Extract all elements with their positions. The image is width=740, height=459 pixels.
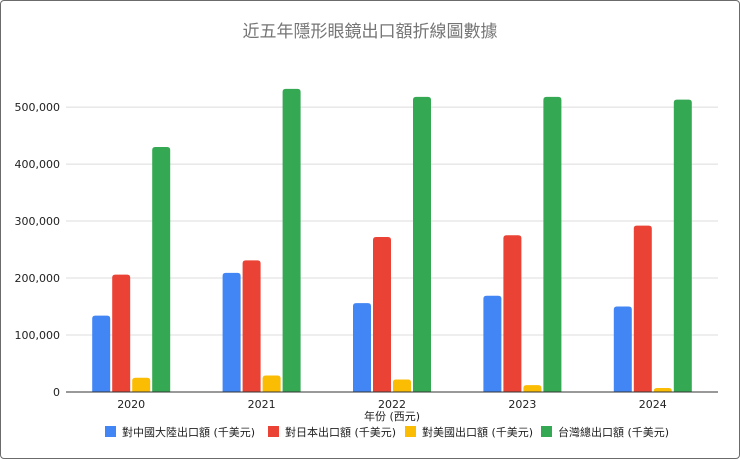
legend-label: 對美國出口額 (千美元) <box>422 425 533 439</box>
x-tick-label: 2022 <box>378 398 406 411</box>
bar-2023-series-4 <box>543 96 562 392</box>
y-tick-label: 300,000 <box>15 215 61 228</box>
legend-swatch <box>541 426 552 437</box>
bar-2021-series-2 <box>242 260 261 392</box>
bar-2021-series-1 <box>222 272 241 392</box>
x-tick-label: 2021 <box>248 398 276 411</box>
x-tick-label: 2020 <box>117 398 145 411</box>
bar-2022-series-2 <box>373 237 391 392</box>
bar-2022-series-1 <box>353 303 371 392</box>
y-axis-ticks: 0 100,000 200,000 300,000 400,000 500,000 <box>15 101 61 399</box>
y-tick-label: 400,000 <box>15 158 61 171</box>
bar-2023-series-2 <box>503 235 522 392</box>
bar-2023-series-1 <box>483 295 502 392</box>
bar-2022-series-4 <box>413 96 431 392</box>
bar-2024-series-1 <box>613 306 632 392</box>
legend-swatch <box>405 426 416 437</box>
x-axis-label: 年份 (西元) <box>364 409 420 423</box>
chart-title: 近五年隱形眼鏡出口額折線圖數據 <box>243 22 498 42</box>
legend-label: 台灣總出口額 (千美元) <box>558 425 669 439</box>
legend-swatch <box>105 426 116 437</box>
bar-2020-series-2 <box>112 274 131 392</box>
bar-2024-series-2 <box>633 225 652 392</box>
legend-label: 對中國大陸出口額 (千美元) <box>122 425 255 439</box>
bar-2020-series-1 <box>92 315 111 392</box>
grid-lines <box>66 106 718 336</box>
x-axis-ticks: 2020 2021 2022 2023 2024 <box>117 398 667 411</box>
x-tick-label: 2024 <box>639 398 667 411</box>
legend-swatch <box>268 426 279 437</box>
legend-label: 對日本出口額 (千美元) <box>285 425 396 439</box>
y-tick-label: 200,000 <box>15 272 61 285</box>
y-tick-label: 100,000 <box>15 329 61 342</box>
bar-2023-series-3 <box>523 385 542 392</box>
y-tick-label: 500,000 <box>15 101 61 114</box>
bar-2024-series-4 <box>673 99 692 392</box>
bars <box>92 88 692 392</box>
y-tick-label: 0 <box>53 386 60 399</box>
bar-2021-series-3 <box>262 375 281 392</box>
bar-2021-series-4 <box>282 88 301 392</box>
bar-2024-series-3 <box>653 388 672 392</box>
bar-2022-series-3 <box>393 379 411 392</box>
bar-2020-series-3 <box>132 377 151 392</box>
x-tick-label: 2023 <box>508 398 536 411</box>
bar-2020-series-4 <box>152 146 171 392</box>
legend: 對中國大陸出口額 (千美元) 對日本出口額 (千美元) 對美國出口額 (千美元) 台灣… <box>105 425 669 439</box>
